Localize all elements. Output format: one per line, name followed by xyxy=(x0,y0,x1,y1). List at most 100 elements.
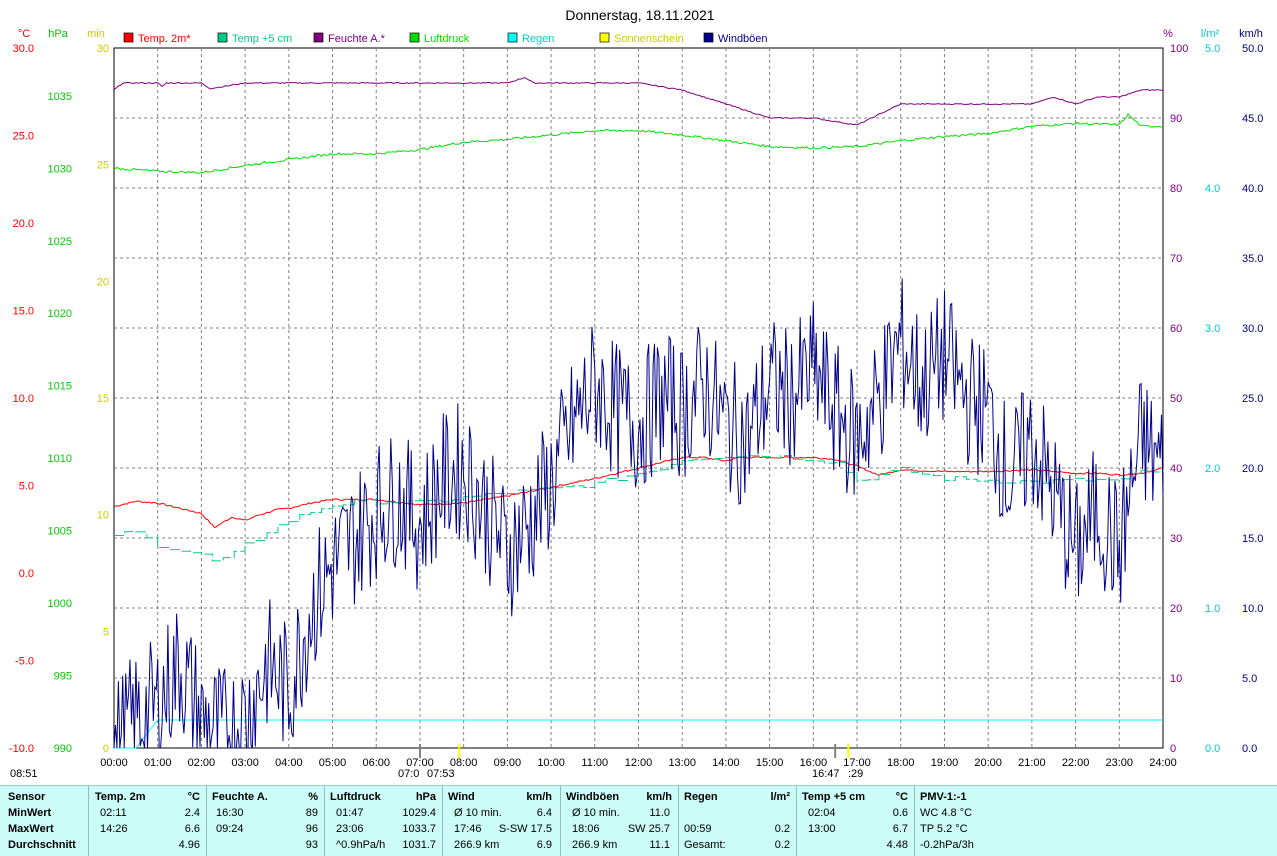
series-feuchte-a- xyxy=(113,77,1164,126)
x-tick-label: 11:00 xyxy=(581,757,608,769)
x-tick-label: 24:00 xyxy=(1149,757,1177,769)
table-cell: Ø 10 min. xyxy=(572,807,620,819)
temp-tick-label: 0.0 xyxy=(19,568,34,580)
wind-tick-label: 20.0 xyxy=(1242,463,1263,475)
temp-tick-label: 30.0 xyxy=(13,43,34,55)
temp-tick-label: 15.0 xyxy=(13,306,34,318)
pressure-tick-label: 1015 xyxy=(48,381,72,393)
x-tick-label: 14:00 xyxy=(712,757,740,769)
pressure-tick-label: 1030 xyxy=(48,163,72,175)
rain-tick-label: 5.0 xyxy=(1205,43,1220,55)
table-cell: 0.2 xyxy=(774,823,790,835)
table-cell: 00:59 xyxy=(684,823,712,835)
legend-swatch xyxy=(123,32,134,43)
table-cell: S-SW 17.5 xyxy=(498,823,552,835)
temp-tick-label: 10.0 xyxy=(13,393,34,405)
chart-legend: Temp. 2m* Temp +5 cm Feuchte A.* Luftdruck R… xyxy=(123,32,768,45)
table-cell: 13:00 xyxy=(808,823,836,835)
table-cell: TP 5.2 °C xyxy=(920,823,968,835)
x-tick-label: 07:00 xyxy=(406,757,434,769)
legend-label: Temp +5 cm xyxy=(232,33,292,45)
x-tick-label: 13:00 xyxy=(668,757,696,769)
table-header: Luftdruck xyxy=(330,791,381,803)
table-cell: 1033.7 xyxy=(402,823,436,835)
wind-tick-label: 35.0 xyxy=(1242,253,1263,265)
table-header: Temp +5 cm xyxy=(802,791,866,803)
unit-sun: min xyxy=(87,28,105,40)
x-tick-label: 00:00 xyxy=(100,757,128,769)
table-cell: 17:46 xyxy=(454,823,482,835)
x-tick-label: 16:00 xyxy=(800,757,828,769)
summary-table: Sensor Temp. 2m °C Feuchte A.% Luftdruck hPa W… xyxy=(0,785,1277,856)
table-cell: ^0.9hPa/h xyxy=(336,839,386,851)
wind-tick-label: 45.0 xyxy=(1242,113,1263,125)
table-cell: WC 4.8 °C xyxy=(920,807,973,819)
table-row-label: MaxWert xyxy=(8,823,54,835)
temp-tick-label: 25.0 xyxy=(13,131,34,143)
series-temp-2m- xyxy=(113,456,1164,529)
temp-tick-label: -5.0 xyxy=(15,656,34,668)
wind-tick-label: 5.0 xyxy=(1242,673,1257,685)
table-cell: 02:04 xyxy=(808,807,836,819)
table-header: °C xyxy=(187,791,200,803)
table-cell: 93 xyxy=(305,839,318,851)
table-cell: 11.0 xyxy=(649,807,670,819)
unit-pressure: hPa xyxy=(48,28,68,40)
pressure-tick-label: 1020 xyxy=(48,308,72,320)
chart-title: Donnerstag, 18.11.2021 xyxy=(565,7,714,23)
table-header: km/h xyxy=(646,791,672,803)
table-cell: 266.9 km xyxy=(454,839,500,851)
pressure-tick-label: 1000 xyxy=(48,598,72,610)
x-tick-label: 18:00 xyxy=(887,757,915,769)
table-header: km/h xyxy=(526,791,552,803)
chart-axes: 00:00 01:00 02:00 03:00 04:00 05:00 06:00 07:00… xyxy=(9,28,1264,780)
x-tick-label: 02:00 xyxy=(188,757,216,769)
rain-tick-label: 1.0 xyxy=(1205,603,1220,615)
humidity-tick-label: 90 xyxy=(1170,113,1182,125)
pressure-tick-label: 1010 xyxy=(48,453,72,465)
x-tick-label: 08:00 xyxy=(450,757,478,769)
wind-tick-label: 40.0 xyxy=(1242,183,1263,195)
humidity-tick-label: 70 xyxy=(1170,253,1182,265)
table-cell: 0.6 xyxy=(892,807,908,819)
sun-tick-label: 25 xyxy=(97,160,109,172)
weather-chart: 00:00 01:00 02:00 03:00 04:00 05:00 06:00 07:00… xyxy=(9,7,1264,780)
legend-label: Windböen xyxy=(718,33,768,45)
table-header: °C xyxy=(895,791,908,803)
legend-swatch xyxy=(313,32,324,43)
table-cell: 18:06 xyxy=(572,823,600,835)
sun-tick-label: 20 xyxy=(97,276,109,288)
dusk-label: :29 xyxy=(848,768,863,780)
table-header: Sensor xyxy=(8,791,46,803)
table-cell: 1029.4 xyxy=(402,807,436,819)
x-tick-label: 06:00 xyxy=(362,757,390,769)
table-cell: 2.4 xyxy=(184,807,200,819)
legend-swatch xyxy=(507,32,518,43)
x-tick-label: 04:00 xyxy=(275,757,303,769)
unit-rain: l/m² xyxy=(1201,28,1220,40)
table-cell: 16:30 xyxy=(216,807,244,819)
table-cell: SW 25.7 xyxy=(627,823,670,835)
x-tick-label: 20:00 xyxy=(974,757,1002,769)
table-header: hPa xyxy=(415,791,436,803)
humidity-tick-label: 50 xyxy=(1170,393,1182,405)
pressure-tick-label: 1035 xyxy=(48,91,72,103)
humidity-tick-label: 0 xyxy=(1170,743,1176,755)
legend-swatch xyxy=(409,32,420,43)
table-cell: 02:11 xyxy=(100,807,127,819)
x-tick-label: 01:00 xyxy=(144,757,172,769)
legend-swatch xyxy=(599,32,610,43)
table-cell: 4.48 xyxy=(886,839,908,851)
table-header: Windböen xyxy=(566,791,620,803)
table-cell: 0.2 xyxy=(774,839,790,851)
sunset-label: 16:47 xyxy=(812,768,840,780)
legend-label: Feuchte A.* xyxy=(328,33,386,45)
humidity-tick-label: 100 xyxy=(1170,43,1188,55)
table-cell: 89 xyxy=(305,807,318,819)
humidity-tick-label: 30 xyxy=(1170,533,1182,545)
temp-tick-label: -10.0 xyxy=(9,743,34,755)
sun-tick-label: 5 xyxy=(103,626,109,638)
x-tick-label: 22:00 xyxy=(1062,757,1090,769)
pressure-tick-label: 1025 xyxy=(48,236,72,248)
legend-label: Temp. 2m* xyxy=(138,33,191,45)
